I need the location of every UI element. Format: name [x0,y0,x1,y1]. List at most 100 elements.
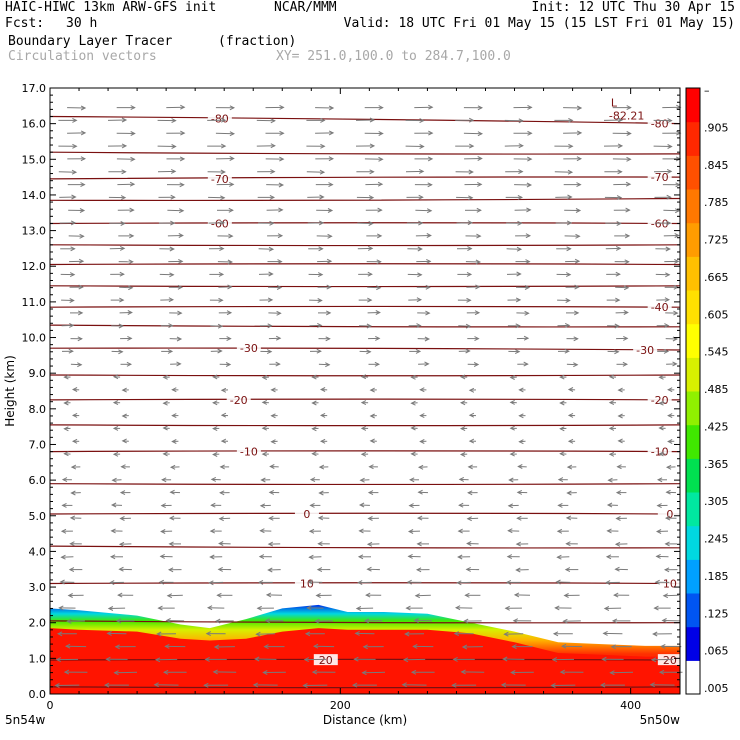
vector-arrowhead [112,451,119,457]
vector-arrowhead [609,670,615,676]
vector-arrowhead [212,452,218,457]
vector-arrowhead [606,502,613,508]
vector-arrowhead [267,297,274,303]
vector-arrowhead [622,361,629,367]
vector-arrowhead [526,207,532,213]
vector-arrowhead [613,592,619,598]
vector-arrowhead [456,580,462,586]
vector-arrowhead [567,387,574,392]
colorbar-label: .725 [704,234,729,247]
vector-arrowhead [180,104,186,110]
y-tick-label: 9.0 [29,367,47,380]
contour-label-bg [647,171,672,183]
vector-arrowhead [317,298,323,303]
contour-line [49,620,681,624]
vector-arrowhead [608,451,615,457]
vector-arrowhead [218,541,224,546]
vector-arrowhead [319,412,326,418]
vector-arrowhead [308,554,314,560]
vector-arrowhead [517,464,523,469]
vector-arrowhead [118,323,125,329]
vector-arrowhead [518,413,524,419]
vector-arrowhead [426,258,432,264]
colorbar-label: .005 [704,682,729,695]
vector-arrowhead [220,143,227,149]
vector-arrowhead [179,156,186,162]
vector-arrowhead [204,656,210,662]
vector-arrowhead [474,310,481,316]
vector-arrowhead [408,503,414,509]
vector-arrowhead [623,310,629,315]
vector-arrowhead [525,233,532,239]
vector-arrowhead [171,118,177,124]
vector-arrowhead [168,297,175,303]
colorbar-segment [686,88,700,123]
vector-arrowhead [317,322,323,328]
vector-arrowhead [311,669,318,675]
vector-arrowhead [318,464,325,470]
vector-arrowhead [80,130,87,136]
vector-arrowhead [566,246,572,252]
plot-frame [49,87,681,695]
vector-arrowhead [303,657,310,663]
vector-arrowhead [178,258,184,264]
vector-arrowhead [564,348,570,354]
vector-arrowhead [70,490,76,496]
vector-arrowhead [415,348,422,354]
vector-arrowhead [606,528,612,534]
vector-arrowhead [419,387,425,393]
vector-arrowhead [674,208,681,214]
vector-arrowhead [227,284,233,290]
vector-arrowhead [509,399,515,405]
low-symbol: L [611,96,618,109]
vector-arrowhead [360,374,367,380]
contour-label-bg [236,445,261,457]
vector-arrowhead [354,630,360,636]
vector-arrowhead [227,259,234,265]
contour-label: -70 [211,173,229,186]
vector-arrowhead [410,451,416,457]
vector-arrowhead [317,272,324,278]
vector-arrowhead [213,644,220,650]
vector-arrowhead [311,374,317,380]
vector-arrowhead [71,438,78,444]
vector-arrowhead [355,606,362,611]
vector-arrowhead [660,643,666,649]
vector-arrowhead [476,207,482,213]
vector-arrowhead [576,156,583,162]
vector-arrowhead [360,425,367,431]
vector-arrowhead [477,181,483,187]
vector-arrowhead [610,644,616,650]
vector-arrowhead [269,194,276,200]
vector-arrowhead [119,490,126,496]
vector-arrowhead [667,413,673,419]
contour-label: 20 [663,654,677,667]
vector-arrowhead [459,374,466,380]
vector-arrowhead [259,503,266,509]
vector-arrowhead [69,272,76,278]
vector-arrowhead [56,631,63,637]
vector-arrowhead [550,683,556,688]
vector-arrowhead [658,374,664,380]
vector-arrowhead [567,438,574,444]
y-tick-label: 7.0 [29,438,47,451]
vector-arrowhead [311,451,317,457]
vector-arrowhead [170,168,177,174]
vector-arrowhead [217,566,223,572]
vector-arrowhead [69,322,75,328]
vector-arrowhead [616,195,623,201]
y-tick-label: 5.0 [29,510,47,523]
vector-arrowhead [573,362,579,368]
vector-arrowhead [604,580,611,586]
colorbar-segment [686,593,700,628]
vector-arrowhead [121,387,127,393]
vector-arrowhead [377,181,384,187]
vector-arrowhead [418,168,425,174]
x-tick-label: 400 [620,699,641,712]
vector-arrowhead [261,451,268,457]
vector-arrowhead [63,426,69,432]
vector-arrowhead [427,156,434,162]
y-tick-label: 17.0 [22,82,47,95]
vector-arrowhead [229,156,235,161]
vector-arrowhead [68,348,74,354]
